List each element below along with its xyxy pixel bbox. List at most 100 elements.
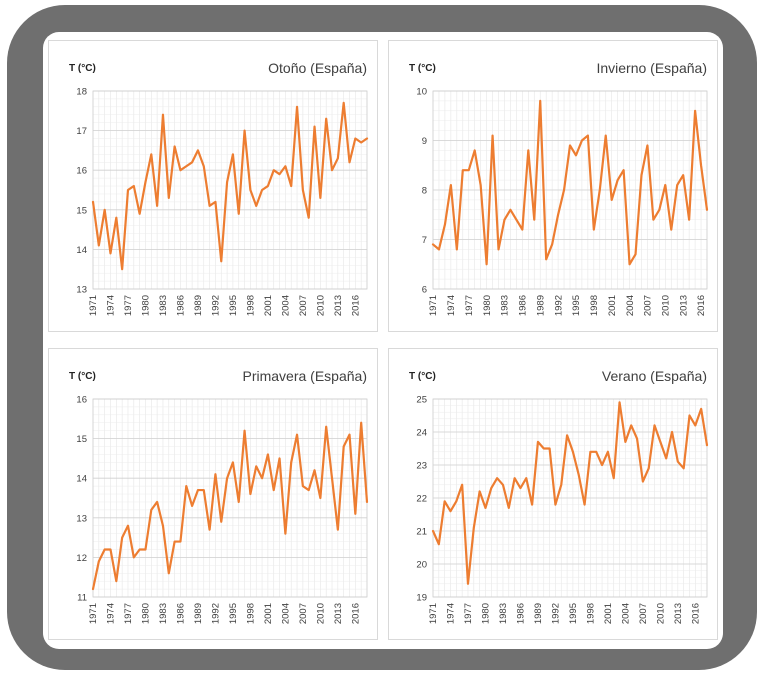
x-tick-label: 2013 xyxy=(673,603,684,624)
x-tick-label: 2010 xyxy=(656,603,667,624)
x-tick-label: 1980 xyxy=(481,603,492,624)
y-tick-label: 18 xyxy=(76,87,87,98)
x-tick-label: 1971 xyxy=(428,295,439,316)
x-tick-label: 1998 xyxy=(246,603,257,624)
x-tick-label: 2007 xyxy=(298,603,309,624)
series-line-temperature xyxy=(91,101,369,271)
chart-title: Primavera (España) xyxy=(243,368,368,384)
x-tick-label: 2013 xyxy=(333,603,344,624)
y-tick-label: 8 xyxy=(422,186,427,197)
y-tick-label: 21 xyxy=(416,527,427,538)
chart-otono: 13 14 15 16 17 18 1971 1974 1977 1980 1983 1986 1989… xyxy=(69,60,369,316)
x-tick-label: 1977 xyxy=(123,603,134,624)
chart-panel-invierno: 6 7 8 9 10 1971 1974 1977 1980 1983 1986 1989 1992 19… xyxy=(388,40,718,332)
y-axis-label: T (°C) xyxy=(69,63,96,74)
y-tick-label: 14 xyxy=(76,245,87,256)
x-tick-label: 1971 xyxy=(88,603,99,624)
outer-frame: 13 14 15 16 17 18 1971 1974 1977 1980 1983 1986 1989… xyxy=(7,5,757,670)
x-tick-label: 1992 xyxy=(553,295,564,316)
plot-area-border xyxy=(432,398,708,598)
x-tick-label: 1986 xyxy=(176,603,187,624)
x-tick-label: 1983 xyxy=(158,295,169,316)
y-tick-label: 6 xyxy=(422,285,427,296)
y-tick-label: 17 xyxy=(76,126,87,137)
plot-area-border xyxy=(92,90,368,290)
plot-area-border xyxy=(432,90,708,290)
x-tick-label: 2001 xyxy=(263,603,274,624)
x-tick-label: 1980 xyxy=(141,295,152,316)
x-tick-label: 2016 xyxy=(351,295,362,316)
x-tick-label: 2001 xyxy=(603,603,614,624)
x-tick-label: 1983 xyxy=(500,295,511,316)
x-tick-label: 1986 xyxy=(516,603,527,624)
x-tick-label: 2013 xyxy=(678,295,689,316)
x-tick-label: 2001 xyxy=(263,295,274,316)
x-tick-label: 2007 xyxy=(298,295,309,316)
x-tick-label: 2016 xyxy=(696,295,707,316)
series-line-temperature xyxy=(431,99,709,266)
chart-invierno: 6 7 8 9 10 1971 1974 1977 1980 1983 1986 1989 1992 19… xyxy=(409,60,709,316)
x-tick-label: 1977 xyxy=(464,295,475,316)
x-tick-label: 1977 xyxy=(463,603,474,624)
chart-panel-verano: 19 20 21 22 23 24 25 1971 1974 1977 1980 1983 1986 19… xyxy=(388,348,718,640)
y-tick-label: 15 xyxy=(76,205,87,216)
chart-title: Verano (España) xyxy=(602,368,707,384)
y-tick-label: 20 xyxy=(416,560,427,571)
y-tick-label: 15 xyxy=(76,434,87,445)
y-tick-label: 22 xyxy=(416,494,427,505)
y-tick-label: 10 xyxy=(416,87,427,98)
y-axis-label: T (°C) xyxy=(409,63,436,74)
x-tick-label: 1971 xyxy=(88,295,99,316)
y-tick-label: 11 xyxy=(77,593,87,604)
x-tick-label: 1995 xyxy=(228,295,239,316)
x-tick-label: 2010 xyxy=(661,295,672,316)
x-tick-label: 1974 xyxy=(446,295,457,316)
y-tick-label: 25 xyxy=(416,395,427,406)
y-tick-label: 7 xyxy=(422,235,427,246)
x-tick-label: 1995 xyxy=(571,295,582,316)
x-tick-label: 2016 xyxy=(691,603,702,624)
x-tick-label: 1998 xyxy=(246,295,257,316)
y-tick-label: 9 xyxy=(422,136,427,147)
x-tick-label: 2010 xyxy=(316,295,327,316)
y-tick-label: 14 xyxy=(76,474,87,485)
x-tick-label: 1992 xyxy=(211,295,222,316)
x-tick-label: 1974 xyxy=(446,603,457,624)
x-tick-label: 1986 xyxy=(176,295,187,316)
y-tick-label: 13 xyxy=(76,513,87,524)
y-tick-label: 16 xyxy=(76,166,87,177)
y-tick-label: 13 xyxy=(76,285,87,296)
x-tick-label: 1986 xyxy=(518,295,529,316)
chart-primavera: 11 12 13 14 15 16 1971 1974 1977 1980 1983 1986 1989… xyxy=(69,368,369,624)
chart-grid-container: 13 14 15 16 17 18 1971 1974 1977 1980 1983 1986 1989… xyxy=(43,32,723,649)
x-tick-label: 1977 xyxy=(123,295,134,316)
x-tick-label: 1989 xyxy=(533,603,544,624)
x-tick-label: 1983 xyxy=(158,603,169,624)
chart-panel-primavera: 11 12 13 14 15 16 1971 1974 1977 1980 1983 1986 1989… xyxy=(48,348,378,640)
chart-title: Otoño (España) xyxy=(268,60,367,76)
x-tick-label: 1998 xyxy=(586,603,597,624)
x-tick-label: 1974 xyxy=(106,295,117,316)
x-tick-label: 2004 xyxy=(281,295,292,316)
x-tick-label: 1998 xyxy=(589,295,600,316)
x-tick-label: 2010 xyxy=(316,603,327,624)
x-tick-label: 1983 xyxy=(498,603,509,624)
x-tick-label: 1980 xyxy=(482,295,493,316)
x-tick-label: 1974 xyxy=(106,603,117,624)
y-axis-label: T (°C) xyxy=(69,371,96,382)
x-tick-label: 2007 xyxy=(638,603,649,624)
y-tick-label: 12 xyxy=(76,553,87,564)
y-tick-label: 19 xyxy=(416,593,427,604)
chart-title: Invierno (España) xyxy=(596,60,707,76)
x-tick-label: 2004 xyxy=(625,295,636,316)
x-tick-label: 1992 xyxy=(551,603,562,624)
x-tick-label: 2016 xyxy=(351,603,362,624)
x-tick-label: 1995 xyxy=(568,603,579,624)
series-line-temperature xyxy=(431,401,709,585)
x-tick-label: 1995 xyxy=(228,603,239,624)
chart-panel-otono: 13 14 15 16 17 18 1971 1974 1977 1980 1983 1986 1989… xyxy=(48,40,378,332)
chart-verano: 19 20 21 22 23 24 25 1971 1974 1977 1980 1983 1986 19… xyxy=(409,368,709,624)
x-tick-label: 2013 xyxy=(333,295,344,316)
y-axis-label: T (°C) xyxy=(409,371,436,382)
y-tick-label: 24 xyxy=(416,428,427,439)
